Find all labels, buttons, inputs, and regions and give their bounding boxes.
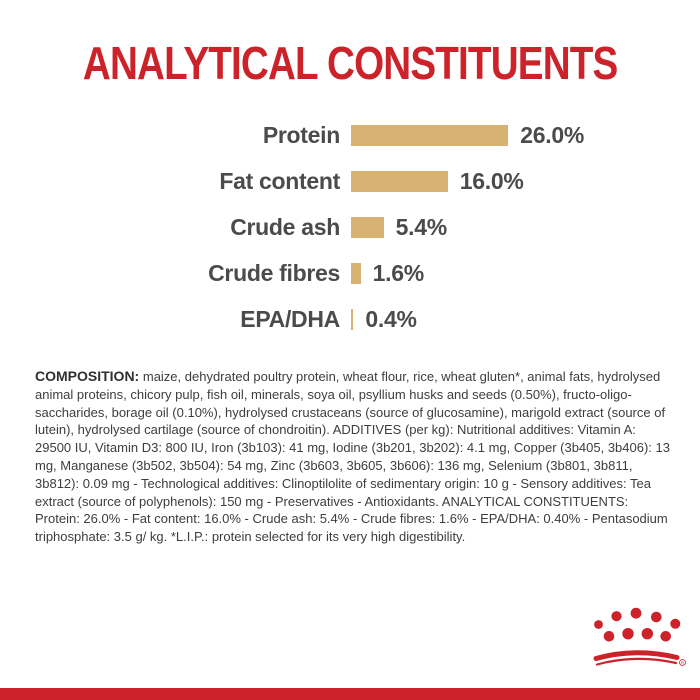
composition-label: COMPOSITION: — [35, 368, 140, 384]
bar-value: 5.4% — [395, 213, 448, 240]
brand-bottom-bar — [0, 688, 700, 700]
bar — [351, 262, 361, 284]
bar — [351, 124, 509, 146]
chart-row: Protein 26.0% — [0, 112, 700, 158]
royal-canin-crown-logo: R — [593, 603, 690, 673]
bar-label: EPA/DHA — [240, 305, 340, 332]
composition-body: maize, dehydrated poultry protein, wheat… — [35, 369, 670, 545]
page-title-text: ANALYTICAL CONSTITUENTS — [82, 37, 618, 89]
chart-row: Fat content 16.0% — [0, 158, 700, 204]
bar-value: 26.0% — [520, 121, 585, 148]
bar-label: Crude ash — [230, 213, 340, 240]
bar-value: 1.6% — [372, 259, 425, 286]
bar-label: Fat content — [219, 167, 340, 194]
bar — [351, 308, 354, 330]
composition-paragraph: COMPOSITION: maize, dehydrated poultry p… — [35, 368, 671, 546]
bar — [351, 216, 384, 238]
analytical-constituents-chart: Protein 26.0% Fat content 16.0% Crude ash 5.4… — [0, 112, 700, 342]
svg-text:R: R — [681, 661, 685, 666]
bar-value: 16.0% — [459, 167, 524, 194]
bar — [351, 170, 448, 192]
chart-row: EPA/DHA 0.4% — [0, 296, 700, 342]
chart-row: Crude fibres 1.6% — [0, 250, 700, 296]
bar-label: Crude fibres — [208, 259, 340, 286]
bar-value: 0.4% — [365, 305, 417, 332]
page-title: ANALYTICAL CONSTITUENTS — [0, 36, 700, 90]
chart-row: Crude ash 5.4% — [0, 204, 700, 250]
registered-trademark-icon: R — [679, 659, 686, 666]
bar-label: Protein — [262, 121, 340, 148]
crown-icon: R — [593, 607, 686, 666]
